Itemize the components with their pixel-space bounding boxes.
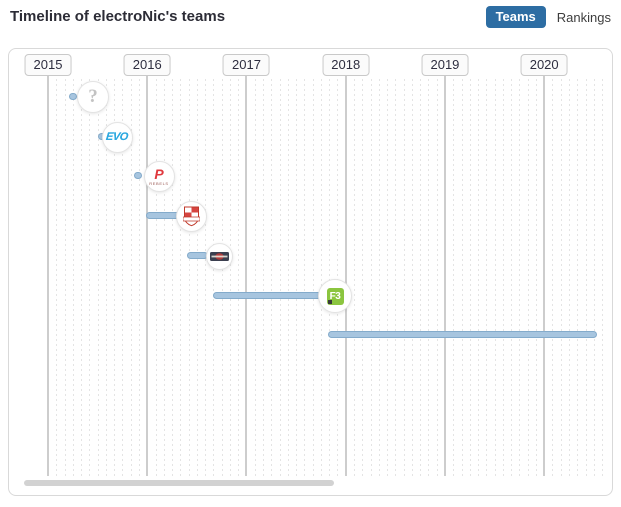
month-gridline [577,79,579,476]
crest-logo-icon [182,206,200,226]
month-gridline [205,79,207,476]
month-gridline [362,79,364,476]
month-gridline [395,79,397,476]
month-gridline [403,79,405,476]
team-tenure-bar[interactable] [328,331,597,338]
year-label: 2015 [24,54,72,76]
month-gridline [436,79,438,476]
timeline-panel: 2015 2016 2017 2018 2019 2020? EVO P REBELS F3 [8,48,613,496]
tab-teams[interactable]: Teams [485,6,546,28]
month-gridline [196,79,198,476]
team-logo[interactable]: P REBELS [143,160,175,192]
month-gridline [353,79,355,476]
year-label: 2019 [421,54,469,76]
month-gridline [64,79,66,476]
year-gridline [344,75,347,476]
month-gridline [271,79,273,476]
month-gridline [97,79,99,476]
month-gridline [172,79,174,476]
team-logo[interactable]: EVO [101,121,133,153]
f3-logo-icon: F3 [326,287,344,305]
team-tenure-bar[interactable] [213,292,322,299]
month-gridline [72,79,74,476]
month-gridline [502,79,504,476]
month-gridline [453,79,455,476]
month-gridline [370,79,372,476]
month-gridline [312,79,314,476]
month-gridline [535,79,537,476]
team-tenure-bar[interactable] [187,252,208,259]
year-gridline [146,75,149,476]
month-gridline [494,79,496,476]
month-gridline [180,79,182,476]
month-gridline [478,79,480,476]
month-gridline [387,79,389,476]
month-gridline [469,79,471,476]
month-gridline [114,79,116,476]
month-gridline [552,79,554,476]
month-gridline [122,79,124,476]
month-gridline [130,79,132,476]
year-label: 2017 [223,54,270,76]
month-gridline [420,79,422,476]
month-gridline [519,79,521,476]
month-gridline [337,79,339,476]
dark-badge-logo-icon [209,251,229,261]
month-gridline [229,79,231,476]
month-gridline [378,79,380,476]
month-gridline [155,79,157,476]
year-label: 2016 [123,54,171,76]
month-gridline [461,79,463,476]
month-gridline [329,79,331,476]
month-gridline [138,79,140,476]
month-gridline [296,79,298,476]
team-tenure-bar[interactable] [134,172,142,179]
year-gridline [47,75,49,476]
month-gridline [486,79,488,476]
month-gridline [221,79,223,476]
month-gridline [593,79,595,476]
month-gridline [238,79,240,476]
month-gridline [188,79,190,476]
month-gridline [585,79,587,476]
month-gridline [163,79,165,476]
year-gridline [443,75,446,476]
month-gridline [287,79,289,476]
month-gridline [428,79,430,476]
month-gridline [560,79,562,476]
team-tenure-bar[interactable] [69,93,77,100]
team-logo[interactable]: ? [77,81,109,113]
team-logo[interactable] [175,200,207,232]
month-gridline [320,79,322,476]
view-tabs: Teams Rankings [485,6,611,28]
year-label: 2018 [322,54,370,76]
month-gridline [213,79,215,476]
month-gridline [56,79,58,476]
blue-letters-logo-icon: EVO [105,131,129,143]
month-gridline [263,79,265,476]
month-gridline [105,79,107,476]
page-title: Timeline of electroNic's teams [10,8,226,25]
month-gridline [411,79,413,476]
month-gridline [511,79,513,476]
year-gridline [245,75,248,476]
timeline-chart: 2015 2016 2017 2018 2019 2020? EVO P REBELS F3 [9,49,612,495]
month-gridline [89,79,91,476]
rebels-logo-icon: P REBELS [149,165,169,186]
team-logo[interactable]: F3 [318,279,352,313]
month-gridline [304,79,306,476]
month-gridline [569,79,570,476]
year-label: 2020 [520,54,568,76]
month-gridline [81,79,83,476]
year-gridline [543,75,546,476]
question-mark-icon: ? [88,86,98,107]
month-gridline [279,79,281,476]
team-logo[interactable] [205,242,233,270]
horizontal-scrollbar-thumb[interactable] [24,480,334,486]
month-gridline [254,79,256,476]
tab-rankings[interactable]: Rankings [556,9,611,25]
month-gridline [602,79,604,476]
month-gridline [527,79,529,476]
